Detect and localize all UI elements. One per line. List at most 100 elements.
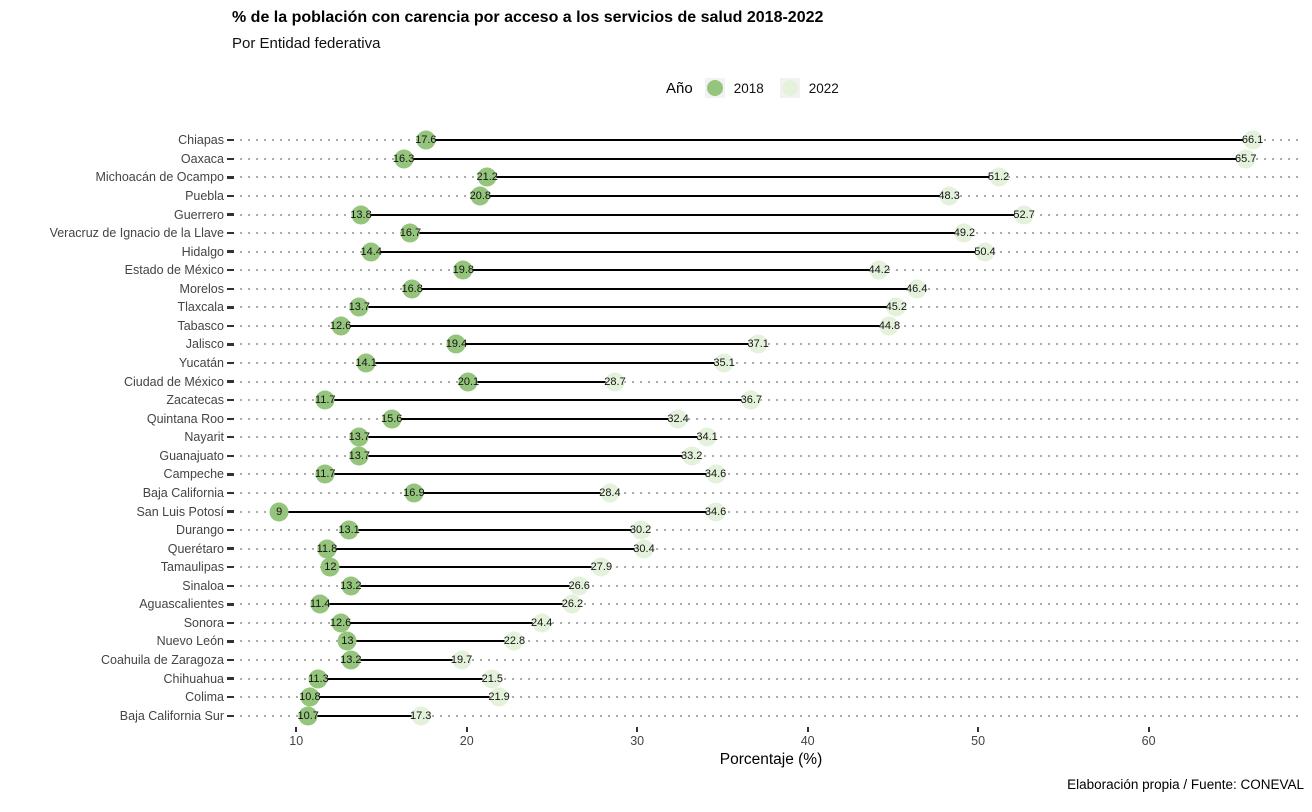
connector-line [413,491,610,494]
y-tick-mark [227,139,234,142]
y-axis-label: Sonora [183,615,224,630]
y-tick-mark [227,695,234,699]
gridline [240,714,1302,717]
value-label-2022: 50.4 [974,245,996,258]
x-tick-mark [295,727,298,732]
dot-2018 [400,223,420,243]
gridline [240,343,1302,346]
dot-2022 [504,631,524,651]
dumbbell-row: Yucatán 14.1 35.1 [179,353,1302,373]
dot-2022 [1014,205,1034,225]
y-axis-label: Nayarit [184,430,224,445]
y-tick-mark [227,640,234,643]
legend-title: Año [666,79,693,97]
dot-2022 [411,706,431,726]
y-tick-mark [227,473,234,476]
dot-2018 [416,130,436,150]
dumbbell-row: Guanajuato 13.7 33.2 [159,446,1302,466]
value-label-2018: 11.4 [309,598,331,611]
dot-2022 [569,576,589,596]
source-caption: Elaboración propia / Fuente: CONEVAL [1067,777,1304,792]
value-label-2022: 30.4 [633,542,655,555]
dot-2022 [600,483,620,503]
dumbbell-row: Quintana Roo 15.6 32.4 [147,409,1302,429]
value-label-2022: 65.7 [1235,152,1257,165]
dumbbell-row: Nayarit 13.7 34.1 [184,427,1302,447]
connector-line [480,194,950,197]
connector-line [279,510,716,513]
dot-2022 [452,650,472,670]
dot-2022 [682,446,702,466]
dumbbell-row: Chihuahua 11.3 21.5 [164,669,1302,689]
y-axis-label: Durango [176,523,224,538]
dumbbell-row: Tlaxcala 13.7 45.2 [177,297,1302,317]
gridline [240,621,1302,624]
dot-2022 [605,372,625,392]
dumbbell-row: Querétaro 11.8 30.4 [168,539,1302,559]
value-label-2018: 11.3 [308,672,329,685]
chart-title: % de la población con carencia por acces… [232,9,824,26]
connector-line [410,232,965,235]
dot-2018 [361,242,381,262]
gridline [240,362,1302,365]
dot-2022 [489,687,509,707]
value-label-2022: 32.4 [667,412,689,425]
dot-2022 [532,613,552,633]
y-axis-label: Baja California Sur [119,708,224,723]
gridline [240,454,1302,457]
dumbbell-row: Nuevo León 13 22.8 [157,631,1302,651]
dot-2022 [879,316,899,336]
y-tick-mark [227,547,234,550]
connector-line [308,714,421,717]
dot-2018 [337,631,357,651]
value-label-2018: 10.8 [299,691,321,704]
gridline [240,677,1302,680]
dot-2018 [356,353,376,373]
y-axis-label: Jalisco [185,337,224,352]
value-label-2018: 13.7 [348,449,371,462]
dumbbell-row: Baja California Sur 10.7 17.3 [120,706,1302,726]
value-label-2022: 24.4 [531,616,553,629]
dot-2022 [482,669,502,689]
dot-2018 [349,427,369,447]
dot-2018 [341,650,361,670]
value-label-2022: 35.1 [713,357,735,370]
y-tick-mark [227,157,234,161]
dot-2018 [339,520,359,540]
connector-line [361,213,1025,216]
dumbbell-row: Tamaulipas 12 27.9 [161,557,1302,577]
connector-line [371,250,985,253]
y-tick-mark [227,213,234,216]
y-axis-label: Puebla [185,188,224,203]
gridline [240,491,1302,494]
y-axis-label: Campeche [163,467,224,482]
dumbbell-row: Jalisco 19.4 37.1 [186,334,1302,354]
dot-2018 [477,167,497,187]
value-label-2022: 17.3 [409,709,432,722]
gridline [240,640,1302,643]
value-label-2022: 21.9 [488,691,510,704]
value-label-2018: 13.2 [340,579,362,592]
value-label-2022: 26.2 [561,598,584,611]
connector-line [325,473,716,476]
y-axis-label: Coahuila de Zaragoza [101,653,224,668]
dot-2022 [1236,149,1256,169]
x-tick-mark [465,727,468,732]
y-tick-mark [227,343,234,346]
value-label-2018: 13.2 [340,654,362,667]
value-label-2018: 19.8 [452,264,475,277]
dot-2018 [308,669,328,689]
dot-2018 [446,334,466,354]
y-axis-label: Ciudad de México [123,374,224,389]
dot-2018 [310,594,330,614]
dumbbell-row: Colima 10.8 21.9 [185,687,1302,707]
y-axis-label: Estado de México [124,263,224,278]
gridline [240,399,1302,402]
value-label-2018: 13.7 [348,431,371,444]
x-tick-label: 10 [289,734,304,748]
value-label-2022: 51.2 [987,171,1010,184]
connector-line [326,547,644,550]
value-label-2018: 11.7 [314,394,336,407]
value-label-2018: 13.8 [350,208,372,221]
dumbbell-row: Guerrero 13.8 52.7 [174,205,1302,225]
